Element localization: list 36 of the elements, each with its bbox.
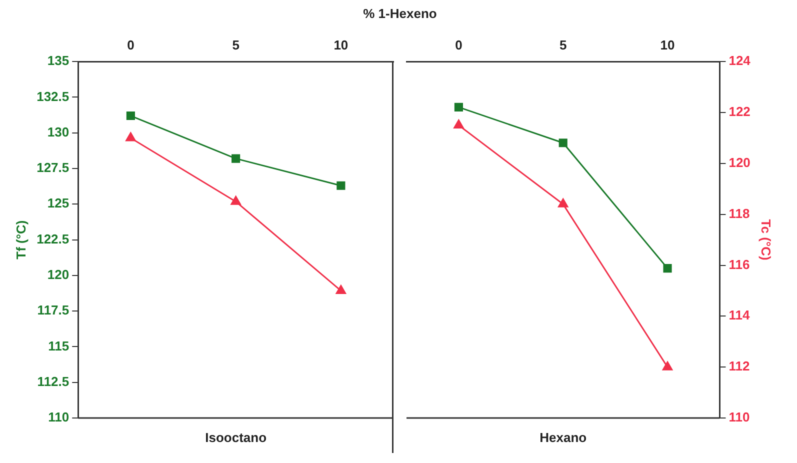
x-tick-label: 10 bbox=[334, 37, 348, 52]
text: Hexano bbox=[540, 430, 587, 446]
y-tick-label: 130 bbox=[47, 124, 70, 140]
y-tick-label: 117.5 bbox=[37, 302, 70, 318]
y-tick-label: 125 bbox=[47, 196, 70, 211]
point bbox=[336, 181, 346, 190]
x-tick-label: 10 bbox=[660, 37, 675, 52]
y-tick-label: 135 bbox=[47, 53, 70, 68]
x-tick-label: 5 bbox=[232, 37, 240, 52]
y2-tick-label: 110 bbox=[728, 410, 750, 425]
y2-tick-label: 124 bbox=[728, 53, 752, 68]
y2-tick-label: 122 bbox=[728, 104, 750, 120]
y2-tick-label: 118 bbox=[728, 206, 750, 221]
y2-tick-label: 112 bbox=[728, 358, 750, 374]
y-tick-label: 112.5 bbox=[37, 374, 70, 389]
y-tick-label: 122.5 bbox=[36, 231, 70, 246]
text: Isooctano bbox=[205, 430, 267, 446]
y2-tick-label: 114 bbox=[728, 308, 750, 323]
y2-axis-title: Tc (°C) bbox=[758, 219, 774, 260]
y2-tick-label: 116 bbox=[728, 256, 750, 272]
y-tick-label: 132.5 bbox=[36, 88, 70, 104]
y-tick-label: 120 bbox=[47, 267, 70, 282]
x-tick-label: 0 bbox=[455, 37, 462, 52]
y-axis-title: Tf (°C) bbox=[13, 220, 28, 260]
x-tick-label: 5 bbox=[559, 37, 567, 52]
point bbox=[232, 154, 240, 163]
x-tick-label: 0 bbox=[127, 37, 134, 52]
y2-tick-label: 120 bbox=[728, 155, 750, 170]
point bbox=[662, 361, 673, 370]
x-axis-title: % 1-Hexeno bbox=[362, 6, 438, 21]
y-tick-label: 110 bbox=[48, 410, 70, 425]
point bbox=[558, 198, 568, 208]
y-tick-label: 127.5 bbox=[36, 160, 70, 176]
y-tick-label: 115 bbox=[48, 338, 70, 354]
point bbox=[126, 111, 135, 120]
point bbox=[454, 119, 464, 128]
